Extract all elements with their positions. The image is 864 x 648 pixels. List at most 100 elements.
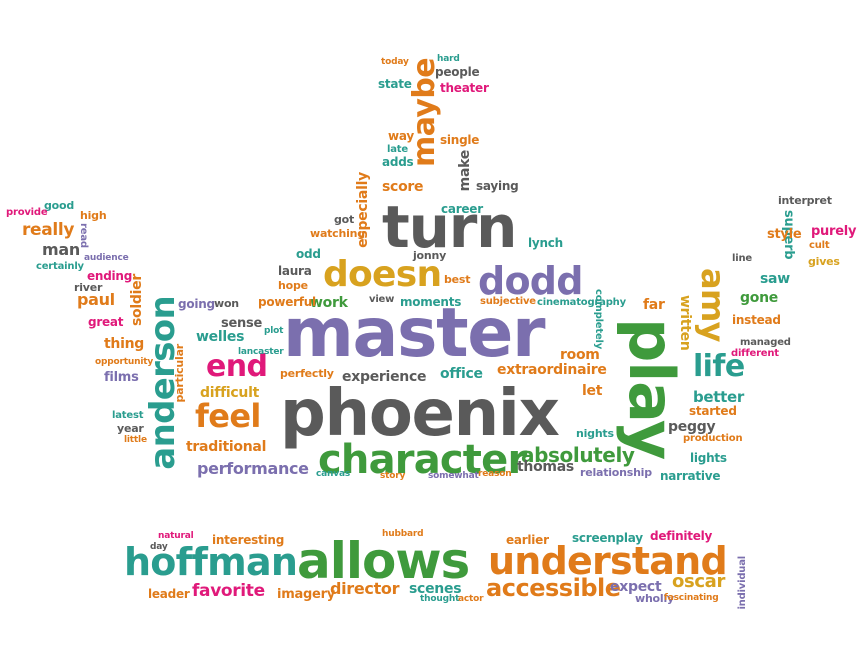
word-absolutely: absolutely [521,443,635,467]
word-superb: superb [781,210,796,260]
word-theater: theater [440,81,489,95]
word-river: river [74,281,103,294]
word-audience: audience [84,253,129,263]
word-particular: particular [173,344,186,403]
word-amy: amy [694,268,732,342]
word-individual: individual [737,556,748,610]
word-cinematography: cinematography [537,297,626,308]
word-written: written [677,295,693,351]
word-experience: experience [342,369,427,385]
word-earlier: earlier [506,533,549,547]
word-career: career [441,202,483,216]
word-fascinating: fascinating [664,593,719,603]
word-interpret: interpret [778,194,832,207]
word-wholly: wholly [635,592,674,605]
word-feel: feel [195,397,261,435]
word-thing: thing [104,336,145,352]
word-high: high [80,209,107,222]
word-better: better [693,388,745,406]
word-production: production [683,433,743,444]
word-actor: actor [458,594,484,604]
word-managed: managed [740,337,791,348]
word-got: got [334,213,355,226]
word-relationship: relationship [580,466,652,479]
word-powerful: powerful [258,295,316,309]
word-odd: odd [296,247,321,261]
word-narrative: narrative [660,469,721,483]
word-room: room [560,347,600,363]
word-sense: sense [221,316,263,331]
word-paul: paul [77,290,115,309]
word-favorite: favorite [192,581,265,601]
word-peggy: peggy [668,419,716,435]
word-interesting: interesting [212,533,285,547]
word-different: different [731,348,779,359]
word-latest: latest [112,410,144,421]
word-thought: thought [420,594,460,604]
word-won: won [214,297,239,310]
word-turn: turn [382,193,517,261]
word-traditional: traditional [186,439,267,455]
word-hubbard: hubbard [382,529,424,539]
word-story: story [380,471,406,481]
word-late: late [387,144,408,155]
word-started: started [689,404,737,418]
word-adds: adds [382,155,414,169]
word-ending: ending [87,269,133,283]
word-line: line [732,253,752,264]
word-state: state [378,77,412,91]
word-watching: watching [310,227,365,240]
word-work: work [310,295,348,311]
word-life: life [693,349,745,384]
word-subjective: subjective [480,296,536,307]
word-allows: allows [297,532,470,590]
word-perfectly: perfectly [280,367,334,380]
word-somewhat: somewhat [428,471,479,481]
word-purely: purely [811,224,857,239]
word-hoffman: hoffman [124,540,298,584]
word-definitely: definitely [650,529,713,543]
word-extraordinaire: extraordinaire [497,362,607,378]
word-man: man [42,240,80,259]
word-far: far [643,297,665,313]
word-certainly: certainly [36,261,84,272]
word-completely: completely [593,289,604,350]
word-master: master [283,294,546,373]
word-expect: expect [610,579,662,595]
word-films: films [104,370,139,385]
word-good: good [44,199,74,212]
word-difficult: difficult [200,385,260,401]
word-welles: welles [196,329,245,345]
word-understand: understand [488,539,728,583]
word-really: really [22,220,75,240]
word-opportunity: opportunity [95,357,154,367]
word-hope: hope [278,279,308,292]
word-performance: performance [197,459,309,478]
word-laura: laura [278,264,312,278]
word-day: day [150,542,168,552]
word-gives: gives [808,255,840,268]
word-imagery: imagery [277,587,335,602]
word-phoenix: phoenix [280,377,560,451]
word-way: way [388,129,414,143]
word-style: style [767,227,802,242]
word-screenplay: screenplay [572,531,643,545]
word-cult: cult [809,240,830,251]
word-doesn: doesn [323,254,442,295]
word-gone: gone [740,290,778,306]
word-reason: reason [478,469,512,479]
word-lynch: lynch [528,236,563,250]
word-accessible: accessible [486,574,621,602]
word-instead: instead [732,313,781,327]
word-moments: moments [400,295,462,309]
word-people: people [435,65,480,79]
word-dodd: dodd [478,259,583,303]
word-today: today [381,57,409,67]
word-natural: natural [158,531,194,541]
word-play: play [615,318,688,460]
word-let: let [582,383,603,399]
word-view: view [369,294,395,305]
word-great: great [88,315,124,329]
word-canvas: canvas [316,469,351,479]
